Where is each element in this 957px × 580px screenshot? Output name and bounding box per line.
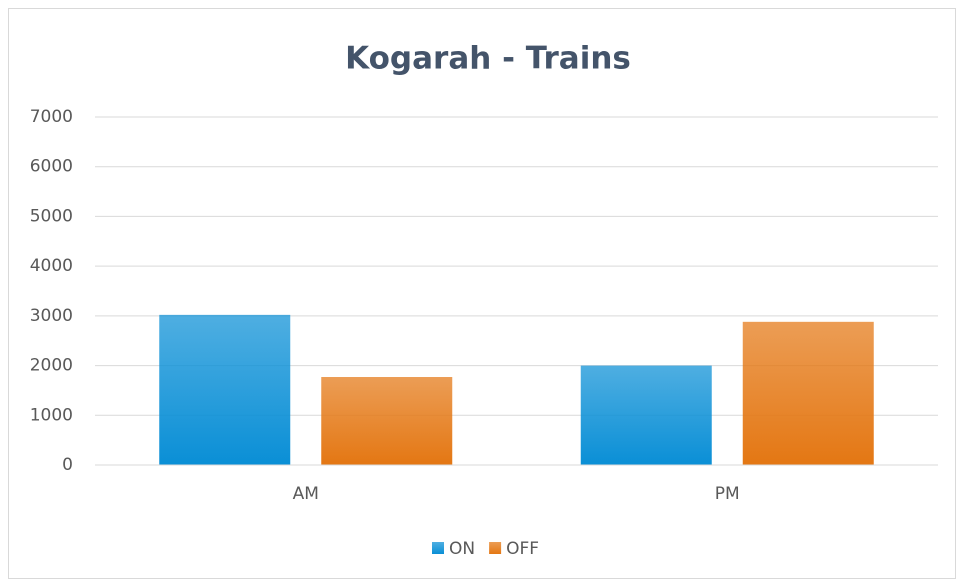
legend-label: OFF xyxy=(506,539,539,559)
legend-swatch xyxy=(489,542,502,554)
legend-swatch xyxy=(432,542,444,554)
x-tick-label: AM xyxy=(293,484,319,504)
y-tick-label: 5000 xyxy=(30,206,73,226)
bar xyxy=(159,314,291,465)
y-tick-label: 0 xyxy=(62,455,73,475)
bar xyxy=(580,365,712,465)
chart-border xyxy=(8,8,956,579)
legend-label: ON xyxy=(449,539,475,559)
y-tick-label: 4000 xyxy=(30,256,73,276)
y-tick-label: 2000 xyxy=(30,356,73,376)
x-tick-label: PM xyxy=(715,484,740,504)
y-tick-label: 1000 xyxy=(30,405,73,425)
bar xyxy=(742,321,874,465)
y-tick-label: 6000 xyxy=(30,157,73,177)
y-tick-label: 7000 xyxy=(30,107,73,127)
bar xyxy=(321,377,453,465)
chart-title: Kogarah - Trains xyxy=(345,41,631,77)
y-tick-label: 3000 xyxy=(30,306,73,326)
